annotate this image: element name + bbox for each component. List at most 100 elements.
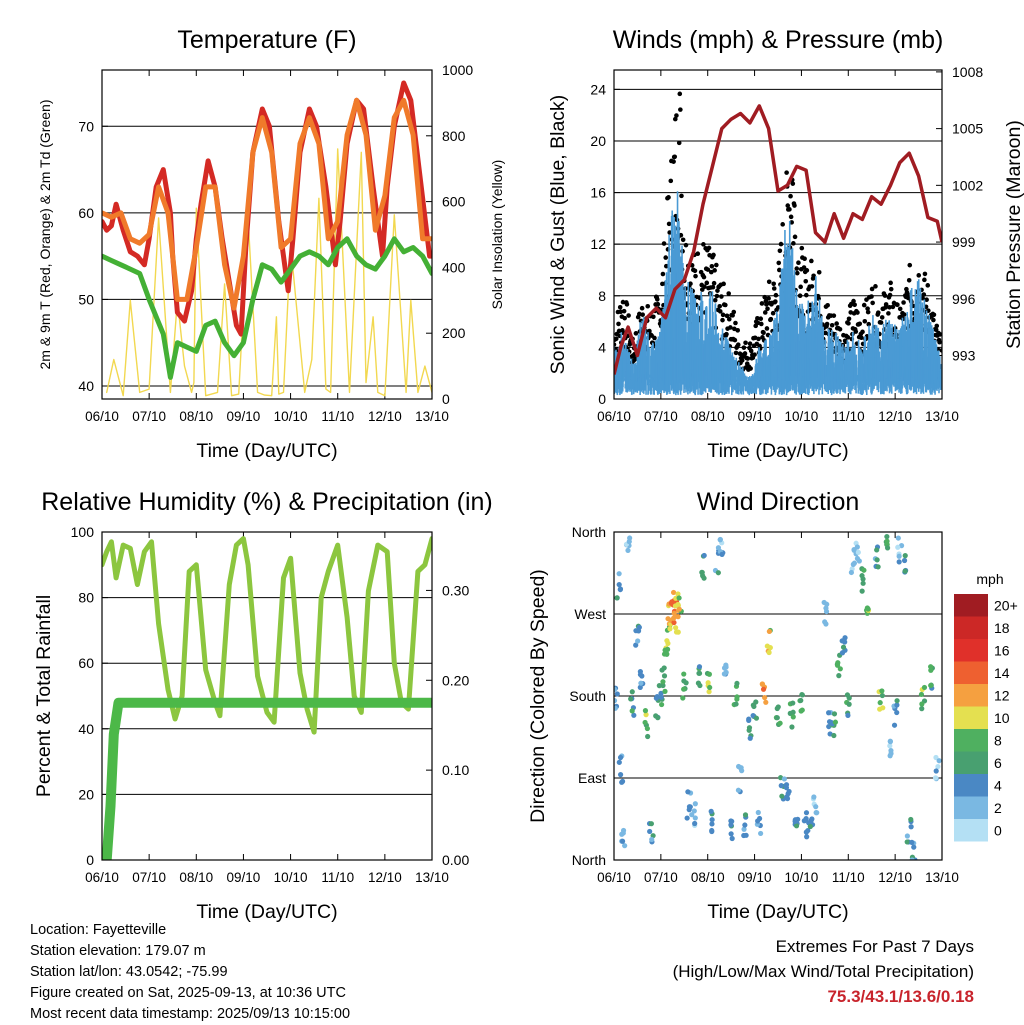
direction-point (928, 664, 934, 670)
x-tick-label: 10/10 (785, 409, 819, 424)
gust-point (878, 320, 884, 325)
direction-point (826, 710, 832, 716)
direction-point (933, 754, 939, 761)
gust-point (719, 294, 724, 299)
direction-point (616, 571, 622, 577)
direction-point (692, 815, 698, 821)
direction-point (733, 701, 739, 707)
direction-point (860, 580, 866, 586)
direction-point (932, 775, 939, 781)
plot-frame (613, 531, 943, 861)
gust-point (677, 91, 683, 97)
gust-point (897, 306, 903, 312)
direction-point (848, 569, 855, 576)
gust-point (733, 320, 738, 326)
direction-point (861, 567, 867, 573)
direction-point (901, 557, 908, 564)
direction-point (616, 759, 622, 765)
direction-point (831, 711, 838, 717)
gust-point (773, 292, 779, 298)
gust-point (771, 286, 777, 291)
gust-point (671, 159, 676, 164)
gust-point (655, 301, 661, 307)
gust-point (920, 295, 925, 301)
gust-point (831, 313, 837, 318)
gust-point (724, 331, 729, 337)
gust-point (791, 241, 796, 246)
gust-point (752, 352, 757, 357)
legend-swatch (954, 684, 988, 707)
gust-point (921, 292, 927, 297)
direction-point (734, 680, 740, 687)
gust-point (829, 322, 835, 328)
gust-point (798, 284, 803, 290)
gust-point (617, 304, 623, 310)
gust-point (776, 260, 782, 266)
gust-point (726, 316, 732, 322)
gust-point (861, 302, 867, 308)
direction-point (880, 705, 886, 711)
gust-point (678, 232, 684, 238)
direction-point (909, 839, 915, 845)
direction-point (836, 673, 842, 679)
gust-point (743, 340, 748, 346)
direction-point (855, 549, 861, 555)
gust-point (688, 281, 693, 286)
direction-point (684, 815, 690, 821)
gust-point (924, 297, 929, 302)
gust-point (846, 321, 851, 326)
direction-point (738, 765, 744, 771)
direction-point (832, 719, 839, 725)
gust-point (663, 263, 669, 269)
gust-point (934, 323, 940, 329)
gust-point (654, 297, 660, 302)
y-right-tick-label: 996 (952, 291, 976, 307)
x-tick-label: 09/10 (227, 409, 261, 424)
direction-point (799, 692, 805, 698)
direction-point (894, 709, 900, 716)
direction-point (834, 662, 841, 668)
plot-area (614, 534, 942, 860)
x-tick-label: 11/10 (321, 409, 354, 424)
direction-point (617, 754, 624, 761)
gust-point (651, 314, 656, 320)
direction-point (766, 649, 772, 656)
direction-point (795, 816, 801, 822)
direction-point (617, 586, 624, 592)
direction-point (813, 804, 819, 810)
direction-point (673, 625, 679, 631)
gust-point (766, 296, 771, 301)
gust-point (720, 317, 725, 323)
legend-swatch (954, 706, 988, 729)
gust-point (672, 154, 678, 160)
direction-point (746, 725, 753, 731)
y-tick-label: 20 (590, 133, 606, 149)
gust-point (666, 221, 672, 227)
x-tick-label: 10/10 (274, 409, 308, 424)
x-tick-label: 12/10 (878, 409, 912, 424)
direction-point (837, 666, 843, 672)
direction-point (845, 712, 851, 718)
gust-point (715, 288, 720, 293)
gust-point (922, 277, 927, 283)
direction-point (790, 714, 796, 720)
direction-point (821, 599, 827, 606)
gust-point (645, 303, 651, 309)
direction-point (635, 638, 641, 644)
direction-point (683, 680, 689, 686)
direction-point (846, 695, 852, 701)
gust-point (801, 265, 807, 270)
gust-point (788, 193, 793, 199)
direction-point (673, 629, 680, 635)
gust-point (747, 341, 753, 347)
direction-point (928, 682, 934, 689)
gust-point (692, 268, 698, 274)
gust-point (724, 313, 730, 319)
gust-point (614, 336, 619, 342)
direction-point (671, 610, 677, 616)
gust-point (803, 278, 809, 284)
direction-point (728, 831, 734, 837)
direction-point (633, 628, 639, 634)
gust-point (777, 267, 782, 273)
direction-point (614, 698, 618, 704)
